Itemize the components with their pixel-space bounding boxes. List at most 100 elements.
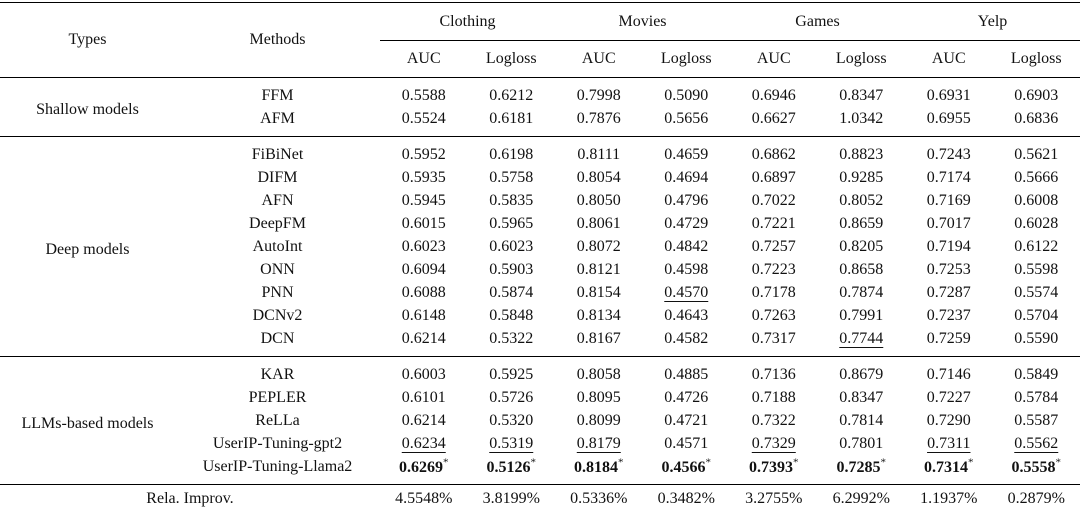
data-row: PEPLER 0.6101 0.5726 0.8095 0.4726 0.7188 0.83… [0, 386, 1080, 409]
value-cell: 0.7174 [926, 168, 971, 186]
value-cell: 0.7243 [905, 136, 993, 166]
value-cell: 0.7259 [926, 329, 971, 347]
value-cell: 0.4582 [664, 329, 709, 347]
value-cell: 0.6148 [401, 306, 446, 324]
value-cell: 0.7223 [751, 260, 796, 278]
value-cell: 0.7188 [751, 388, 796, 406]
value-cell: 0.5945 [401, 191, 446, 209]
value-text: 0.7393* [749, 456, 799, 476]
value-cell: 0.5758 [489, 168, 534, 186]
value-cell: 0.6862 [730, 136, 818, 166]
data-row: AFM 0.5524 0.6181 0.7876 0.5656 0.6627 1.0342 0… [0, 107, 1080, 137]
header-row: Types Methods Clothing Movies Games Yelp [0, 2, 1080, 48]
value-cell: 0.5835 [489, 191, 534, 209]
value-text: 0.4570 [664, 283, 709, 301]
significance-mark: * [443, 456, 449, 469]
value-text: 0.7329 [751, 434, 796, 452]
data-row: LLMs-based models KAR 0.6003 0.5925 0.8058 0.… [0, 356, 1080, 485]
value-cell: 0.8167 [576, 329, 621, 347]
value-cell: 0.6008 [1014, 191, 1059, 209]
metric-header: AUC [406, 50, 441, 67]
value-cell: 0.5320 [489, 411, 534, 429]
metric-header: AUC [931, 50, 966, 67]
method-name: AFM [260, 109, 295, 127]
method-name: DIFM [257, 168, 298, 186]
value-cell: 0.6955 [926, 109, 971, 127]
value-cell: 0.8072 [576, 237, 621, 255]
value-cell: 0.6269* [380, 455, 468, 485]
method-name: AFN [261, 191, 294, 209]
value-cell: 0.7263 [751, 306, 796, 324]
method-name: UserIP-Tuning-gpt2 [212, 434, 343, 452]
value-cell: 0.6931 [905, 77, 993, 107]
value-cell: 0.8054 [576, 168, 621, 186]
data-row: UserIP-Tuning-gpt2 0.6234 0.5319 0.8179 0.45… [0, 432, 1080, 455]
value-cell: 0.5925 [467, 356, 556, 386]
value-cell: 0.5322 [489, 329, 534, 347]
value-cell: 0.8184* [555, 455, 643, 485]
metric-header: Logloss [485, 50, 537, 67]
method-name: FiBiNet [175, 136, 380, 166]
data-row: PNN 0.6088 0.5874 0.8154 0.4570 0.7178 0.7874 0… [0, 281, 1080, 304]
value-cell: 0.5588 [380, 77, 468, 107]
value-text: 0.7744 [839, 329, 884, 347]
value-cell: 0.4570 [643, 281, 731, 304]
value-text: 0.6234 [401, 434, 446, 452]
value-cell: 0.5336% [555, 484, 643, 513]
dataset-header: Movies [555, 2, 731, 41]
data-row: ONN 0.6094 0.5903 0.8121 0.4598 0.7223 0.8658 0… [0, 258, 1080, 281]
method-name: UserIP-Tuning-Llama2 [202, 457, 353, 475]
value-cell: 0.8050 [576, 191, 621, 209]
value-cell: 0.8052 [839, 191, 884, 209]
value-cell: 0.5598 [1014, 260, 1059, 278]
significance-mark: * [530, 456, 537, 469]
value-cell: 0.6946 [730, 77, 818, 107]
value-cell: 0.8154 [576, 283, 621, 301]
value-cell: 0.7393* [730, 455, 818, 485]
metric-row: AUC Logloss AUC Logloss AUC Logloss AUC Logloss [0, 41, 1080, 78]
value-cell: 0.7317 [751, 329, 796, 347]
value-cell: 0.5090 [642, 77, 731, 107]
value-cell: 0.4694 [664, 168, 709, 186]
data-row: DCN 0.6214 0.5322 0.8167 0.4582 0.7317 0.7744 0… [0, 327, 1080, 357]
value-cell: 0.8205 [839, 237, 884, 255]
value-cell: 0.5784 [1014, 388, 1059, 406]
value-cell: 0.8679 [817, 356, 906, 386]
value-cell: 0.5590 [1014, 329, 1059, 347]
value-cell: 0.6094 [401, 260, 446, 278]
value-cell: 0.7814 [839, 411, 884, 429]
value-cell: 0.7876 [576, 109, 621, 127]
value-cell: 3.2755% [730, 484, 818, 513]
value-cell: 0.6836 [1014, 109, 1059, 127]
dataset-header: Yelp [905, 2, 1080, 41]
value-cell: 0.6088 [401, 283, 446, 301]
method-name: ReLLa [255, 411, 300, 429]
value-cell: 0.4571 [664, 434, 709, 452]
value-cell: 0.4659 [642, 136, 731, 166]
value-text: 0.7314* [924, 456, 974, 476]
value-cell: 0.4842 [664, 237, 709, 255]
data-row: AutoInt 0.6023 0.6023 0.8072 0.4842 0.7257 0.8… [0, 235, 1080, 258]
value-cell: 0.6198 [467, 136, 556, 166]
method-name: PNN [261, 283, 294, 301]
value-cell: 0.7311 [905, 432, 993, 455]
value-cell: 0.8179 [555, 432, 643, 455]
value-cell: 0.7801 [839, 434, 884, 452]
value-cell: 0.4729 [664, 214, 709, 232]
value-cell: 0.7290 [926, 411, 971, 429]
data-row: DCNv2 0.6148 0.5848 0.8134 0.4643 0.7263 0.799… [0, 304, 1080, 327]
dataset-header: Games [730, 2, 906, 41]
value-text: 0.6269* [399, 456, 449, 476]
method-name: PEPLER [248, 388, 307, 406]
value-cell: 0.5903 [489, 260, 534, 278]
metric-header: Logloss [1010, 50, 1062, 67]
value-cell: 0.7227 [926, 388, 971, 406]
value-text: 0.5126* [486, 456, 537, 476]
value-cell: 0.6214 [401, 329, 446, 347]
metric-header: AUC [756, 50, 791, 67]
value-cell: 0.8111 [555, 136, 643, 166]
value-text: 0.5558* [1011, 456, 1062, 476]
value-cell: 0.8659 [839, 214, 884, 232]
value-cell: 0.8134 [576, 306, 621, 324]
